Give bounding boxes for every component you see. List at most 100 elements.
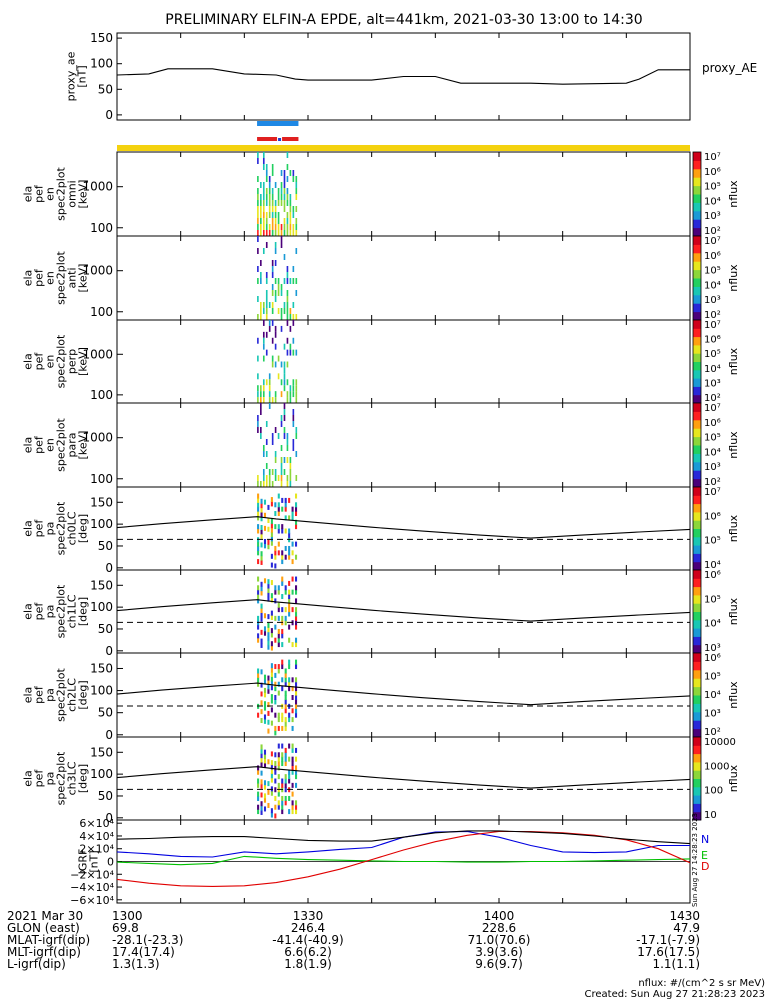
spectrogram-cell bbox=[291, 686, 294, 692]
spectrogram-cell bbox=[257, 385, 259, 392]
spectrogram-cell bbox=[265, 272, 268, 278]
spectrogram-cell bbox=[274, 686, 277, 692]
spectrogram-cell bbox=[288, 545, 291, 551]
spectrogram-cell bbox=[277, 756, 280, 762]
y-tick-label: 0 bbox=[105, 811, 113, 825]
spectrogram-cell bbox=[295, 620, 298, 626]
ephemeris-value: 3.9(3.6) bbox=[475, 945, 523, 959]
colorbar-cell bbox=[693, 803, 701, 813]
spectrogram-cell bbox=[292, 224, 295, 230]
colorbar-tick-label: 10⁶ bbox=[704, 570, 721, 581]
y-axis-label: pef bbox=[33, 268, 46, 287]
spectrogram-cell bbox=[277, 712, 280, 718]
y-tick-label: 1000 bbox=[82, 431, 113, 445]
spectrogram-cell bbox=[280, 445, 283, 451]
spectrogram-cell bbox=[257, 373, 259, 380]
colorbar-cell bbox=[693, 428, 701, 438]
spectrogram-cell bbox=[271, 260, 274, 266]
spectrogram-cell bbox=[268, 481, 271, 487]
colorbar-title: nflux bbox=[727, 264, 740, 292]
spectrogram-cell bbox=[280, 475, 283, 481]
colorbar-cell bbox=[693, 386, 701, 396]
spectrogram-cell bbox=[260, 603, 263, 609]
colorbar-tick-label: 10⁶ bbox=[704, 653, 721, 664]
units-note: nflux: #/(cm^2 s sr MeV) bbox=[638, 978, 765, 989]
spectrogram-cell bbox=[260, 559, 263, 565]
colorbar-tick-label: 10 bbox=[704, 810, 717, 821]
spectrogram-cell bbox=[260, 612, 263, 618]
spectrogram-cell bbox=[277, 506, 280, 512]
colorbar-title: nflux bbox=[727, 347, 740, 375]
spectrogram-cell bbox=[262, 379, 265, 386]
spectrogram-cell bbox=[280, 242, 283, 248]
spectrogram-cell bbox=[295, 379, 298, 386]
colorbar-title: nflux bbox=[727, 597, 740, 625]
spectrogram-cell bbox=[281, 804, 284, 810]
spectrogram-cell bbox=[271, 361, 274, 368]
spectrogram-cell bbox=[260, 525, 263, 531]
spectrogram-cell bbox=[291, 791, 294, 797]
spectrogram-cell bbox=[265, 331, 268, 338]
spectrogram-cell bbox=[260, 709, 263, 715]
spectrogram-cell bbox=[260, 792, 263, 798]
spectrogram-cell bbox=[270, 764, 273, 770]
spectrogram-cell bbox=[283, 188, 286, 194]
spectrogram-cell bbox=[288, 554, 291, 560]
spectrogram-cell bbox=[283, 194, 286, 200]
spectrogram-cell bbox=[270, 676, 273, 682]
colorbar-cell bbox=[693, 394, 701, 404]
colorbar-tick-label: 10⁵ bbox=[704, 536, 721, 547]
spectrogram-cell bbox=[260, 757, 263, 763]
spectrogram-cell bbox=[260, 744, 263, 750]
spectrogram-cell bbox=[268, 230, 271, 236]
spectrogram-cell bbox=[277, 194, 280, 200]
spectrogram-cell bbox=[288, 681, 291, 687]
colorbar-cell bbox=[693, 753, 701, 763]
spectrogram-cell bbox=[270, 812, 273, 818]
spectrogram-cell bbox=[288, 809, 291, 815]
y-tick-label: 0 bbox=[105, 644, 113, 658]
spectrogram-cell bbox=[277, 717, 280, 723]
spectrogram-cell bbox=[270, 610, 273, 616]
loss-cone-line bbox=[116, 599, 691, 622]
spectrogram-cell bbox=[274, 290, 277, 296]
spectrogram-cell bbox=[262, 343, 265, 350]
spectrogram-cell bbox=[257, 791, 260, 797]
spectrogram-cell bbox=[281, 497, 284, 503]
spectrogram-cell bbox=[274, 469, 277, 475]
legend-E: E bbox=[701, 849, 708, 862]
spectrogram-cell bbox=[267, 679, 270, 685]
spectrogram-cell bbox=[289, 206, 292, 212]
spectrogram-cell bbox=[271, 302, 274, 308]
spectrogram-cell bbox=[295, 624, 298, 630]
spectrogram-cell bbox=[265, 475, 268, 481]
colorbar-tick-label: 10⁵ bbox=[704, 182, 721, 193]
spectrogram-cell bbox=[277, 188, 280, 194]
spectrogram-cell bbox=[283, 230, 286, 236]
colorbar-cell bbox=[693, 619, 701, 629]
spectrogram-cell bbox=[284, 668, 287, 674]
spectrogram-cell bbox=[280, 421, 283, 427]
spectrogram-cell bbox=[291, 708, 294, 714]
spectrogram-cell bbox=[288, 774, 291, 780]
spectrogram-cell bbox=[277, 355, 280, 362]
y-axis-label: ela bbox=[22, 353, 35, 370]
spectrogram-cell bbox=[289, 397, 292, 403]
spectrogram-cell bbox=[295, 427, 298, 433]
spectrogram-cell bbox=[280, 224, 283, 230]
spectrogram-cell bbox=[262, 188, 265, 194]
spectrogram-cell bbox=[270, 632, 273, 638]
y-axis-label: pa bbox=[44, 688, 57, 702]
spectrogram-cell bbox=[280, 469, 283, 475]
spectrogram-cell bbox=[260, 700, 263, 706]
ephemeris-label: L-igrf(dip) bbox=[7, 957, 66, 971]
spectrogram-cell bbox=[288, 637, 291, 643]
colorbar-cell bbox=[693, 811, 701, 821]
spectrogram-cell bbox=[271, 188, 274, 194]
colorbar-tick-label: 10⁶ bbox=[704, 511, 721, 522]
spectrogram-cell bbox=[262, 194, 265, 200]
colorbar-cell bbox=[693, 611, 701, 621]
spectrogram-cell bbox=[270, 518, 273, 524]
spectrogram-cell bbox=[260, 533, 263, 539]
spectrogram-cell bbox=[260, 516, 263, 522]
